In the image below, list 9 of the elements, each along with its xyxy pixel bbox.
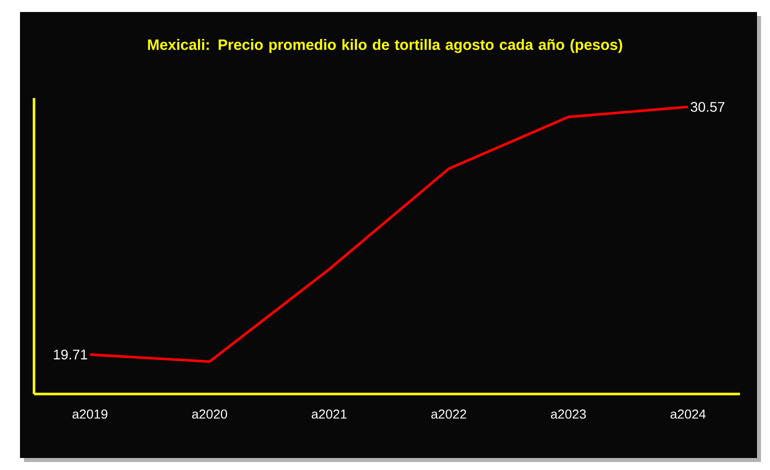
x-tick-label: a2022 <box>431 410 466 419</box>
data-label: 30.57 <box>690 102 724 112</box>
chart-title: Mexicali: Precio promedio kilo de tortilla agosto cada año (pesos) <box>148 38 622 53</box>
x-tick-label: a2020 <box>192 410 228 419</box>
x-tick-label: a2024 <box>670 410 706 419</box>
x-tick-label: a2023 <box>550 410 586 419</box>
x-tick-label: a2019 <box>72 410 108 419</box>
x-tick-label: a2021 <box>312 410 347 419</box>
data-label: 19.71 <box>54 350 88 360</box>
